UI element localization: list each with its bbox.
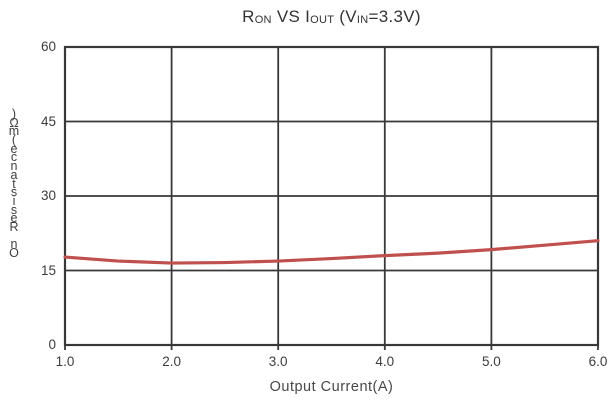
chart-title: RON VS IOUT (VIN=3.3V) [65, 7, 598, 27]
title-subscript: OUT [310, 14, 335, 26]
y-tick-label: 45 [40, 113, 56, 129]
x-tick-label: 4.0 [375, 354, 395, 369]
y-axis-label-char: s [10, 202, 18, 217]
title-text: VS I [271, 7, 311, 26]
title-text: (V [334, 7, 357, 26]
y-tick-label: 0 [48, 337, 56, 352]
x-tick-label: 2.0 [162, 354, 181, 369]
y-axis-label-char: m [8, 124, 20, 139]
x-axis-label: Output Current(A) [269, 379, 394, 395]
y-axis-label-char: n [10, 159, 18, 174]
y-axis-label-char: e [10, 141, 18, 156]
y-tick-label: 30 [40, 188, 56, 203]
y-axis-label-char: ) [11, 107, 17, 121]
y-axis-label-char: s [10, 185, 18, 200]
x-tick-label: 3.0 [268, 354, 288, 369]
title-subscript: IN [356, 14, 369, 26]
y-axis-label-char: e [10, 211, 18, 226]
y-axis-label-char: R [9, 219, 19, 234]
y-tick-label: 15 [40, 262, 56, 278]
title-text: =3.3V) [368, 7, 421, 26]
x-tick-label: 6.0 [588, 354, 608, 369]
x-tick-label: 5.0 [482, 354, 501, 369]
y-axis-label-char: i [12, 193, 16, 208]
y-axis-label-char: n [10, 237, 18, 252]
series-line-ron [63, 239, 600, 265]
y-axis-label-char: Ω [9, 115, 19, 130]
x-tick-label: 1.0 [55, 354, 75, 369]
y-axis-label-char: t [12, 176, 16, 191]
title-subscript: ON [254, 14, 272, 26]
y-axis-label-char: O [9, 246, 19, 260]
plot-border [63, 45, 600, 347]
y-axis-label-char: a [10, 167, 18, 182]
title-text: R [242, 7, 255, 26]
y-axis-label-char: c [10, 150, 18, 165]
y-axis-label-char: ( [11, 133, 17, 148]
y-tick-label: 60 [40, 39, 56, 54]
